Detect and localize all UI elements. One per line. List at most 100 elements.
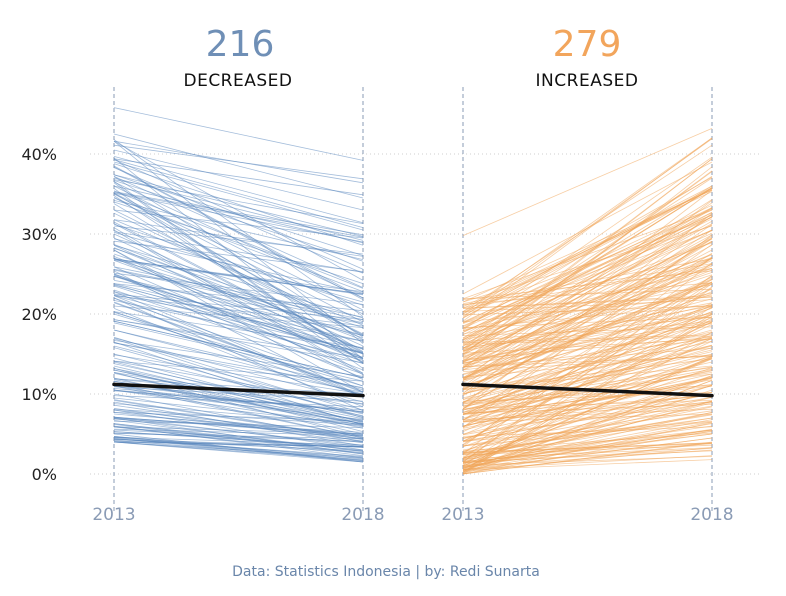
x-tick-2018-right: 2018 bbox=[690, 505, 733, 525]
region-line bbox=[113, 166, 364, 300]
panel-decreased bbox=[112, 87, 365, 512]
x-tick-2013-right: 2013 bbox=[441, 505, 484, 525]
region-line bbox=[113, 423, 364, 454]
region-line bbox=[113, 139, 364, 317]
region-line bbox=[113, 378, 364, 395]
region-line bbox=[113, 163, 364, 246]
region-line bbox=[113, 197, 364, 292]
region-line bbox=[113, 319, 364, 364]
region-line bbox=[462, 170, 713, 355]
decreased-count: 216 bbox=[206, 24, 275, 65]
region-line bbox=[462, 344, 713, 405]
region-line bbox=[113, 191, 364, 236]
region-line bbox=[462, 204, 713, 324]
region-line bbox=[113, 176, 364, 288]
region-line bbox=[113, 273, 364, 360]
region-line bbox=[113, 308, 364, 408]
region-line bbox=[462, 128, 713, 236]
region-line bbox=[462, 199, 713, 356]
average-line bbox=[461, 382, 714, 398]
region-line bbox=[113, 182, 364, 364]
region-line bbox=[462, 338, 713, 428]
region-line bbox=[462, 189, 713, 308]
region-line bbox=[113, 177, 364, 241]
region-line bbox=[462, 377, 713, 427]
region-line bbox=[113, 439, 364, 452]
region-line bbox=[113, 192, 364, 243]
region-line bbox=[113, 416, 364, 448]
region-line bbox=[462, 355, 713, 442]
increased-label: INCREASED bbox=[536, 71, 639, 91]
region-line bbox=[113, 223, 364, 354]
region-line bbox=[462, 237, 713, 359]
region-line bbox=[113, 295, 364, 361]
region-line bbox=[462, 396, 713, 460]
region-line bbox=[113, 342, 364, 388]
region-line bbox=[113, 386, 364, 402]
region-line bbox=[113, 227, 364, 374]
region-line bbox=[113, 340, 364, 377]
region-line bbox=[462, 389, 713, 475]
region-line bbox=[462, 443, 713, 462]
region-line bbox=[462, 348, 713, 368]
region-line bbox=[462, 212, 713, 333]
region-line bbox=[462, 377, 713, 459]
region-line bbox=[113, 159, 364, 228]
region-line bbox=[113, 224, 364, 306]
footer-credit: Data: Statistics Indonesia | by: Redi Su… bbox=[232, 564, 540, 580]
region-line bbox=[113, 149, 364, 211]
region-line bbox=[113, 372, 364, 438]
region-line bbox=[462, 237, 713, 404]
region-line bbox=[462, 256, 713, 448]
region-line bbox=[113, 244, 364, 319]
region-line bbox=[113, 159, 364, 270]
region-line bbox=[113, 240, 364, 272]
region-line bbox=[113, 229, 364, 376]
region-line bbox=[113, 259, 364, 292]
region-line bbox=[462, 264, 713, 380]
region-line bbox=[113, 200, 364, 260]
region-line bbox=[113, 341, 364, 426]
region-line bbox=[462, 238, 713, 369]
region-line bbox=[462, 322, 713, 386]
region-line bbox=[113, 180, 364, 262]
region-line bbox=[462, 296, 713, 323]
region-line bbox=[462, 321, 713, 364]
region-line bbox=[113, 289, 364, 375]
region-line bbox=[462, 275, 713, 463]
increased-count: 279 bbox=[553, 24, 622, 65]
region-line bbox=[462, 447, 713, 460]
y-axis: 0% 10% 20% 30% 40% bbox=[21, 145, 57, 484]
region-line bbox=[462, 258, 713, 396]
region-line bbox=[113, 231, 364, 273]
region-line bbox=[113, 219, 364, 257]
region-line bbox=[462, 380, 713, 474]
region-line bbox=[462, 331, 713, 395]
region-line bbox=[462, 429, 713, 457]
region-line bbox=[462, 422, 713, 475]
region-line bbox=[462, 400, 713, 409]
y-tick-label: 0% bbox=[32, 465, 57, 484]
region-line bbox=[113, 360, 364, 405]
region-line bbox=[462, 177, 713, 341]
decreased-label: DECREASED bbox=[183, 71, 292, 91]
region-line bbox=[113, 342, 364, 393]
region-line bbox=[113, 441, 364, 461]
x-tick-2013-left: 2013 bbox=[92, 505, 135, 525]
panel-increased bbox=[461, 87, 714, 512]
region-line bbox=[113, 311, 364, 348]
region-line bbox=[462, 299, 713, 312]
region-line bbox=[462, 279, 713, 390]
region-line bbox=[113, 389, 364, 412]
region-line bbox=[462, 137, 713, 315]
region-line bbox=[462, 351, 713, 411]
region-line bbox=[462, 459, 713, 471]
region-line bbox=[462, 279, 713, 421]
region-line bbox=[113, 329, 364, 389]
region-line bbox=[462, 372, 713, 413]
region-line bbox=[113, 268, 364, 320]
region-line bbox=[113, 133, 364, 199]
region-line bbox=[113, 140, 364, 344]
